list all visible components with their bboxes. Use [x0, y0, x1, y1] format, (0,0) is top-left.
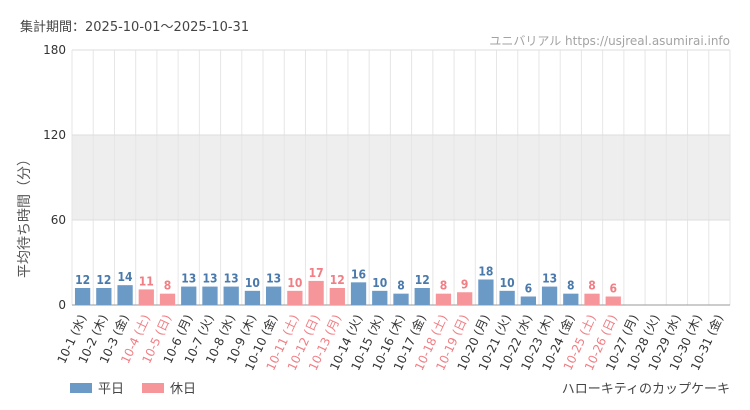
data-label: 8 — [164, 279, 172, 293]
data-label: 13 — [202, 272, 217, 286]
bar — [584, 293, 600, 305]
bar — [138, 289, 154, 305]
legend-label-weekday: 平日 — [98, 382, 125, 397]
data-label: 12 — [96, 273, 111, 287]
bar — [499, 290, 515, 305]
bar — [414, 288, 430, 305]
period-label: 集計期間：2025-10-01～2025-10-31 — [20, 20, 250, 35]
data-label: 12 — [330, 273, 345, 287]
data-label: 12 — [75, 273, 90, 287]
attraction-name: ハローキティのカップケーキ — [561, 382, 730, 397]
shaded-band — [72, 135, 730, 220]
data-label: 10 — [245, 276, 260, 290]
data-label: 12 — [415, 273, 430, 287]
data-label: 11 — [139, 274, 154, 288]
data-label: 16 — [351, 267, 366, 281]
bar — [605, 296, 621, 305]
legend-item-weekday: 平日 — [70, 378, 124, 397]
data-label: 8 — [588, 279, 596, 293]
y-axis-title: 平均待ち時間（分） — [17, 152, 33, 278]
y-tick-label: 180 — [43, 43, 66, 57]
bar — [520, 296, 536, 305]
legend-swatch-holiday — [142, 382, 165, 393]
bar — [117, 285, 133, 305]
data-label: 6 — [610, 282, 618, 296]
site-credit: ユニバリアル https://usjreal.asumirai.info — [489, 34, 730, 48]
bar — [181, 286, 197, 305]
data-label: 8 — [397, 279, 405, 293]
data-label: 14 — [118, 270, 134, 284]
bar — [287, 290, 303, 305]
data-label: 13 — [266, 272, 281, 286]
legend: 平日 休日 — [70, 378, 196, 397]
bar — [159, 293, 176, 305]
y-axis-title-text: 平均待ち時間（分） — [17, 152, 33, 278]
legend-item-holiday: 休日 — [142, 378, 196, 397]
data-label: 10 — [372, 276, 387, 290]
bar — [435, 293, 452, 305]
data-label: 18 — [478, 265, 493, 279]
data-label: 6 — [525, 282, 533, 296]
bar — [202, 286, 218, 305]
bar — [74, 288, 91, 305]
data-label: 9 — [461, 277, 469, 291]
bar — [457, 292, 473, 305]
bar — [478, 279, 494, 305]
bar — [563, 293, 579, 305]
bar — [329, 288, 345, 305]
bar — [96, 288, 112, 305]
bar — [350, 282, 367, 305]
data-label: 8 — [567, 279, 575, 293]
data-label: 13 — [224, 272, 239, 286]
bar — [541, 286, 558, 305]
bar — [266, 286, 282, 305]
data-label: 13 — [542, 272, 557, 286]
y-tick-label: 0 — [58, 298, 66, 312]
legend-label-holiday: 休日 — [170, 382, 197, 397]
bar — [372, 290, 388, 305]
bar — [223, 286, 239, 305]
data-label: 13 — [181, 272, 196, 286]
y-tick-label: 120 — [43, 128, 66, 142]
y-tick-label: 60 — [51, 213, 66, 227]
data-label: 10 — [287, 276, 302, 290]
bar — [244, 290, 261, 305]
bar — [393, 293, 409, 305]
data-label: 17 — [309, 266, 324, 280]
data-label: 8 — [440, 279, 448, 293]
data-label: 10 — [500, 276, 515, 290]
bar — [308, 280, 324, 305]
legend-swatch-weekday — [70, 382, 92, 393]
